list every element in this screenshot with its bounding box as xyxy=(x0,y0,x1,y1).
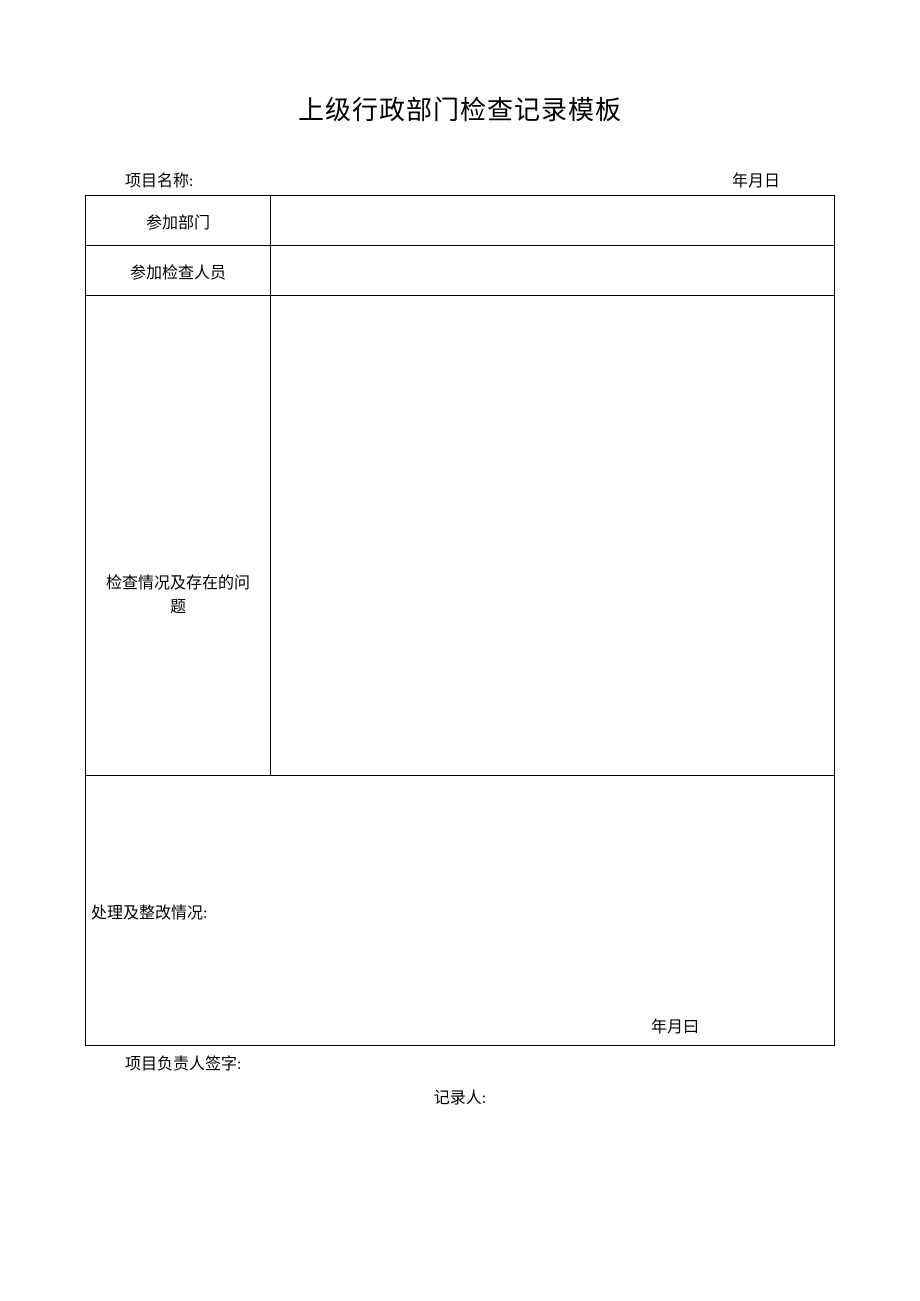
rectification-date: 年月曰 xyxy=(651,1013,699,1037)
header-date-label: 年月日 xyxy=(732,167,795,191)
page-container: 上级行政部门检查记录模板 项目名称: 年月日 参加部门 参加检查人员 检查情况及… xyxy=(0,0,920,1108)
document-title: 上级行政部门检查记录模板 xyxy=(85,90,835,127)
personnel-label-cell: 参加检查人员 xyxy=(86,246,271,296)
table-row-inspection: 检查情况及存在的问题 xyxy=(86,296,835,776)
table-row-department: 参加部门 xyxy=(86,196,835,246)
form-table: 参加部门 参加检查人员 检查情况及存在的问题 处理及整改情况: 年月曰 xyxy=(85,195,835,1046)
table-row-rectification: 处理及整改情况: 年月曰 xyxy=(86,776,835,1046)
signature-label: 项目负责人签字: xyxy=(125,1056,241,1073)
recorder-label: 记录人: xyxy=(434,1090,486,1107)
signature-row: 项目负责人签字: xyxy=(85,1050,835,1074)
inspection-label-cell: 检查情况及存在的问题 xyxy=(86,296,271,776)
rectification-label: 处理及整改情况: xyxy=(91,905,207,922)
header-row: 项目名称: 年月日 xyxy=(85,167,835,195)
rectification-cell: 处理及整改情况: 年月曰 xyxy=(86,776,835,1046)
recorder-row: 记录人: xyxy=(85,1084,835,1108)
inspection-value-cell xyxy=(271,296,835,776)
department-label-cell: 参加部门 xyxy=(86,196,271,246)
department-value-cell xyxy=(271,196,835,246)
project-name-label: 项目名称: xyxy=(125,167,193,191)
personnel-value-cell xyxy=(271,246,835,296)
table-row-personnel: 参加检查人员 xyxy=(86,246,835,296)
